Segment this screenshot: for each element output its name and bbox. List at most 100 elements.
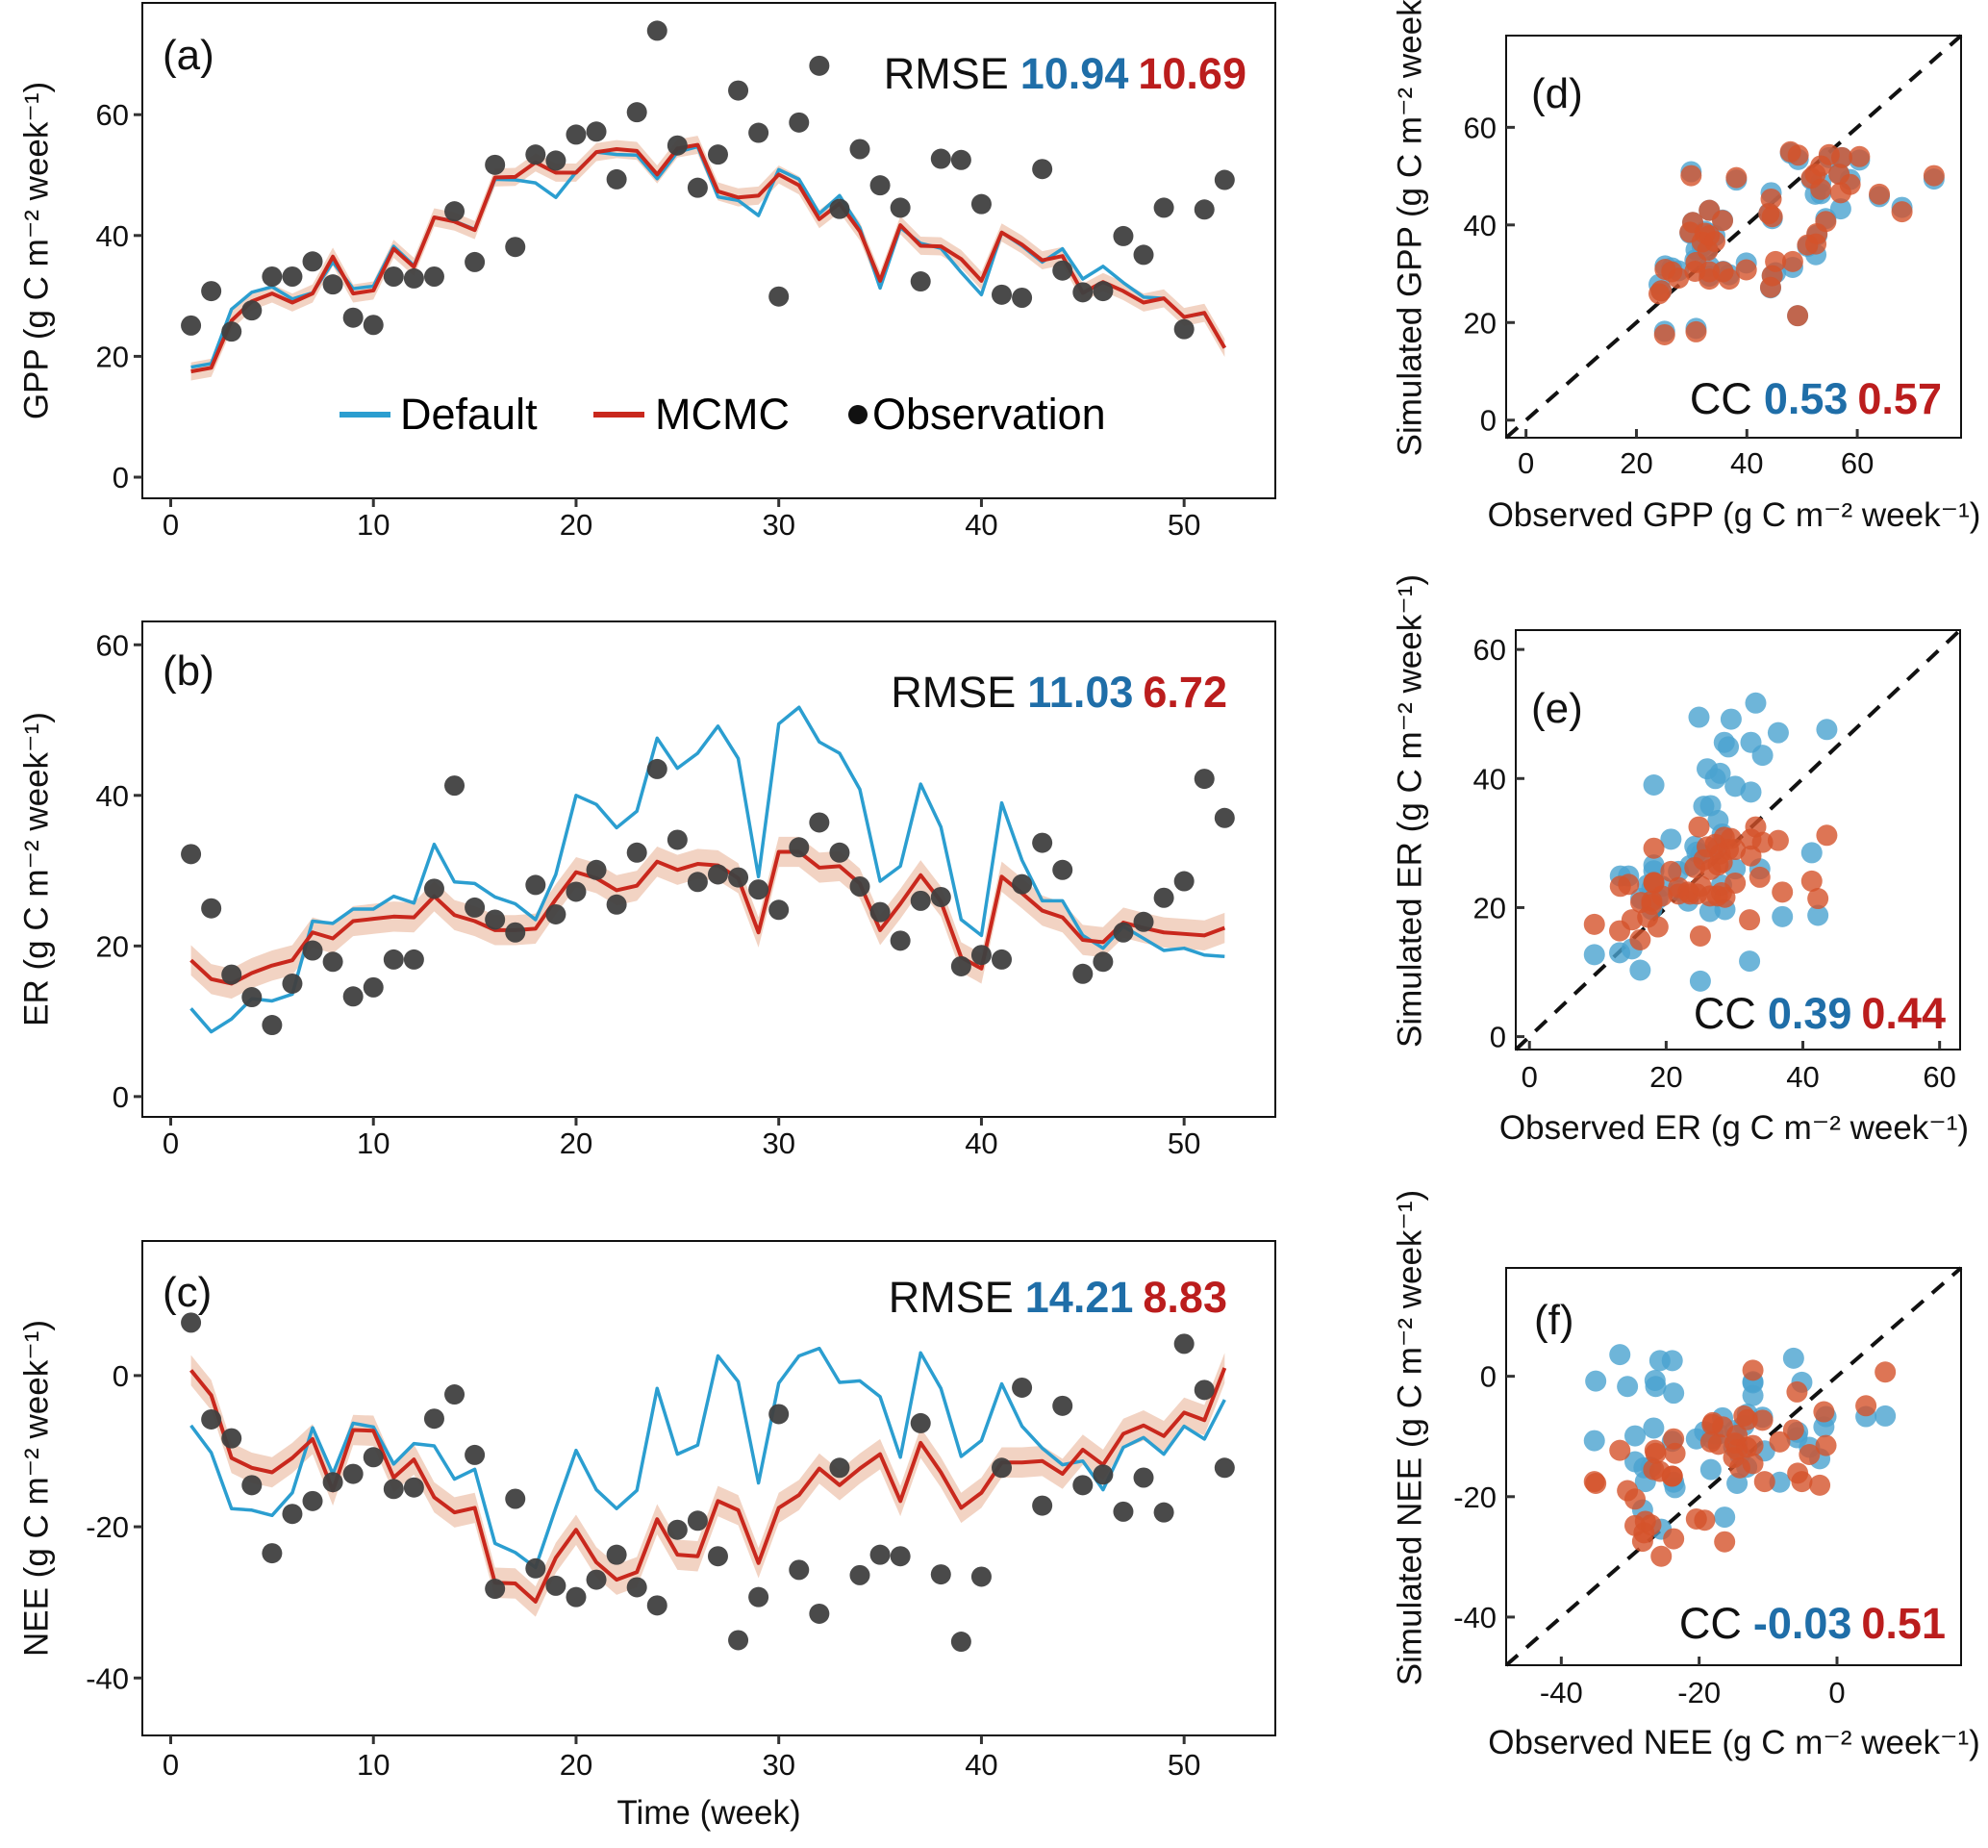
observation-point <box>1052 1395 1073 1416</box>
x-tick-label: 20 <box>560 508 592 542</box>
panel-label: (b) <box>163 647 214 695</box>
metric-label: CC <box>1694 989 1756 1038</box>
mcmc-series-line <box>189 1367 1227 1604</box>
y-axis-title: Simulated NEE (g C m⁻² week⁻¹) <box>1391 1190 1428 1685</box>
mcmc-scatter-point <box>1791 1471 1813 1493</box>
x-tick-label: 0 <box>163 1127 179 1160</box>
observation-point <box>282 266 303 288</box>
metric-mcmc-value: 0.51 <box>1861 1599 1946 1648</box>
mcmc-scatter-point <box>1618 873 1640 896</box>
observation-point <box>262 266 283 288</box>
mcmc-scatter-point <box>1643 872 1665 894</box>
observation-point <box>383 1479 404 1500</box>
observation-point <box>1173 871 1195 892</box>
metric-mcmc-value: 10.69 <box>1138 49 1246 98</box>
observation-point <box>342 986 364 1007</box>
observation-point <box>930 1564 951 1585</box>
default-scatter-point <box>1714 1506 1736 1529</box>
observation-point <box>1214 807 1235 828</box>
mcmc-scatter-point <box>1815 1434 1837 1456</box>
legend-observation-label: Observation <box>872 390 1106 439</box>
observation-point <box>363 315 384 336</box>
x-axis-title: Observed ER (g C m⁻² week⁻¹) <box>1499 1109 1969 1147</box>
mcmc-scatter-point <box>1707 1433 1729 1456</box>
mcmc-scatter-point <box>1714 886 1736 908</box>
metric-default-value: -0.03 <box>1753 1599 1852 1648</box>
observation-point <box>707 144 728 165</box>
y-tick-label: 0 <box>113 1080 129 1114</box>
observation-point <box>181 1312 202 1333</box>
panel-label: (c) <box>163 1269 212 1316</box>
observation-point <box>302 251 323 272</box>
observation-point <box>890 197 911 218</box>
observation-point <box>890 1546 911 1567</box>
observation-point <box>525 1557 546 1579</box>
default-scatter-point <box>1624 1451 1647 1473</box>
default-scatter-point <box>1875 1405 1897 1427</box>
mcmc-scatter-point <box>1650 280 1673 302</box>
y-tick-label: -20 <box>1453 1481 1497 1514</box>
y-tick-label: 20 <box>96 340 129 373</box>
mcmc-scatter-point <box>1643 1458 1665 1481</box>
observation-point <box>525 144 546 165</box>
default-scatter-point <box>1609 1344 1631 1366</box>
mcmc-scatter-point <box>1818 143 1840 165</box>
y-tick-label: 20 <box>1464 306 1497 340</box>
mcmc-scatter-point <box>1813 1401 1835 1423</box>
x-tick-label: 40 <box>965 1748 997 1782</box>
mcmc-scatter-point <box>1583 913 1605 935</box>
observation-point <box>1194 199 1215 220</box>
y-tick-label: 40 <box>1464 209 1497 242</box>
mcmc-series-line <box>189 849 1226 986</box>
observation-point <box>829 842 850 863</box>
observation-point <box>444 1384 466 1405</box>
x-tick-label: 0 <box>163 1748 179 1782</box>
mcmc-scatter-point <box>1663 1528 1685 1550</box>
observation-point <box>383 266 404 288</box>
mcmc-scatter-point <box>1742 1453 1764 1475</box>
mcmc-scatter-point <box>1786 1380 1808 1403</box>
mcmc-scatter-point <box>1739 909 1761 931</box>
observation-point <box>485 154 506 175</box>
observation-point <box>586 859 607 880</box>
x-tick-label: 20 <box>1620 446 1652 480</box>
mcmc-scatter-point <box>1855 1395 1877 1417</box>
observation-point <box>1052 859 1073 880</box>
metric-mcmc-value: 0.44 <box>1861 989 1946 1038</box>
observation-point <box>687 872 708 893</box>
mcmc-scatter-point <box>1621 909 1643 931</box>
default-scatter-point <box>1648 1350 1671 1372</box>
observation-point <box>728 80 749 101</box>
mcmc-scatter-point <box>1767 829 1789 851</box>
mcmc-scatter-point <box>1697 836 1719 858</box>
mcmc-scatter-point <box>1891 201 1913 223</box>
legend-observation-swatch <box>848 405 868 424</box>
default-scatter-point <box>1772 905 1794 927</box>
observation-point <box>1113 922 1134 943</box>
observation-point <box>342 1463 364 1484</box>
x-axis-title: Observed NEE (g C m⁻² week⁻¹) <box>1488 1724 1980 1761</box>
y-axis-title: Simulated ER (g C m⁻² week⁻¹) <box>1391 574 1428 1048</box>
observation-point <box>566 881 587 902</box>
observation-point <box>423 266 444 288</box>
y-tick-label: 60 <box>1464 111 1497 144</box>
x-axis-title: Observed GPP (g C m⁻² week⁻¹) <box>1488 496 1981 534</box>
default-scatter-point <box>1583 1430 1605 1452</box>
observation-point <box>930 886 951 907</box>
x-tick-label: 50 <box>1168 1127 1200 1160</box>
x-tick-label: -20 <box>1677 1676 1721 1709</box>
x-tick-label: 50 <box>1168 1748 1200 1782</box>
observation-point <box>545 1575 566 1596</box>
mcmc-scatter-point <box>1711 851 1733 873</box>
observation-point <box>789 837 810 858</box>
metric-text: CC 0.39 0.44 <box>1694 989 1946 1038</box>
x-tick-label: 10 <box>357 1127 390 1160</box>
x-tick-label: 40 <box>1786 1060 1819 1094</box>
observation-point <box>444 775 466 797</box>
mcmc-scatter-point <box>1807 888 1829 910</box>
default-series-line <box>190 144 1226 369</box>
default-scatter-point <box>1660 828 1682 850</box>
observation-point <box>1032 832 1053 853</box>
observation-point <box>221 964 242 985</box>
